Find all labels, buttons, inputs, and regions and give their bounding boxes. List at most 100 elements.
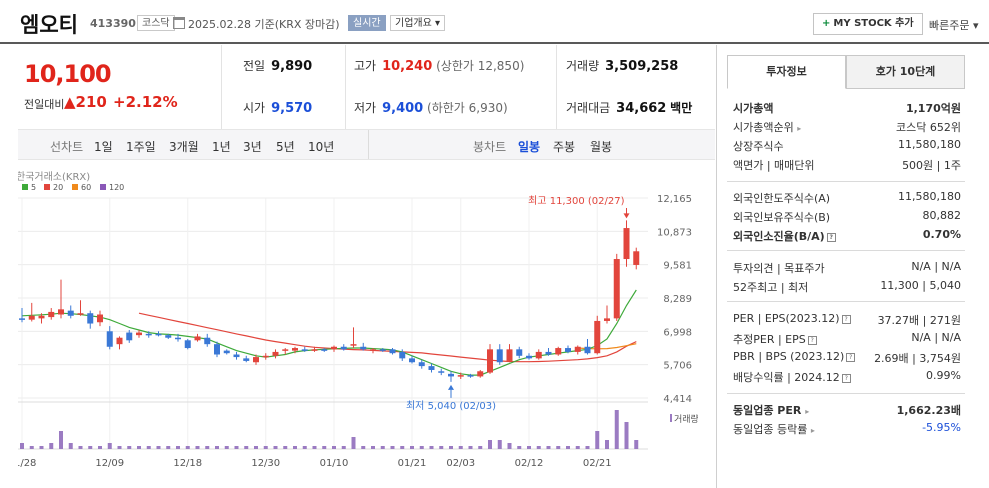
- volume-bar: [29, 446, 34, 449]
- candle-body: [409, 358, 415, 363]
- candle-body: [165, 335, 172, 338]
- volume-bar: [195, 446, 200, 449]
- candle-body: [38, 315, 45, 319]
- volume-bar: [59, 431, 63, 449]
- legend-label: 5: [31, 183, 36, 192]
- add-mystock-button[interactable]: + MY STOCK 추가: [813, 13, 923, 35]
- quick-order-button[interactable]: 빠른주문 ▾: [929, 19, 979, 32]
- legend-label: 120: [109, 183, 124, 192]
- help-icon[interactable]: ?: [841, 374, 851, 383]
- current-price-box: 10,100 전일대비 ▲210 +2.12%: [0, 45, 222, 129]
- help-icon[interactable]: ?: [846, 353, 856, 362]
- help-icon[interactable]: ?: [841, 315, 851, 324]
- volume-bar: [527, 446, 531, 449]
- divider: [727, 393, 965, 394]
- candle-body: [565, 348, 571, 352]
- volume-bar: [429, 446, 434, 449]
- candle-body: [233, 354, 240, 358]
- candle-body: [97, 314, 103, 323]
- market-badge: 코스닥: [137, 15, 175, 31]
- period-1d[interactable]: 1일: [94, 140, 113, 154]
- row-opinion: 투자의견 | 목표주가 N/A | N/A: [733, 260, 961, 275]
- candle-daily[interactable]: 일봉: [518, 140, 541, 154]
- candle-monthly[interactable]: 월봉: [590, 140, 613, 154]
- candle-body: [399, 351, 406, 359]
- candle-body: [389, 349, 396, 354]
- change-value: ▲210: [64, 93, 107, 111]
- candle-body: [301, 349, 308, 351]
- volume-bar: [185, 446, 190, 449]
- divider: [345, 45, 346, 129]
- low-arrow-head: [448, 384, 454, 390]
- help-icon[interactable]: ?: [826, 233, 836, 242]
- tab-invest-info[interactable]: 투자정보: [727, 55, 846, 89]
- row-market-cap-rank[interactable]: 시가총액순위 ▸ 코스닥 652위: [733, 121, 961, 134]
- x-tick-label: 02/03: [446, 458, 475, 469]
- row-par-value: 액면가 | 매매단위 500원 | 1주: [733, 159, 961, 172]
- volume-bar: [371, 446, 375, 449]
- candle-body: [116, 337, 123, 345]
- candle-body: [184, 340, 191, 349]
- candle-body: [526, 355, 532, 359]
- volume-bar: [293, 446, 297, 449]
- line-chart-label: 선차트: [50, 140, 84, 154]
- candle-body: [535, 351, 542, 359]
- candle-body: [204, 337, 211, 345]
- period-5y[interactable]: 5년: [276, 140, 295, 154]
- info-tabs: 투자정보 호가 10단계: [727, 55, 965, 89]
- candle-body: [350, 344, 357, 346]
- tab-hoga[interactable]: 호가 10단계: [846, 55, 965, 89]
- candle-body: [145, 333, 152, 336]
- volume-bar: [410, 446, 414, 449]
- volume-bar: [205, 446, 210, 449]
- volume-bar: [39, 446, 44, 449]
- candle-body: [194, 336, 201, 341]
- volume-bar: [254, 446, 258, 449]
- period-3m[interactable]: 3개월: [169, 140, 199, 154]
- candle-body: [418, 362, 425, 367]
- x-tick-label: 01/10: [320, 458, 349, 469]
- period-3y[interactable]: 3년: [243, 140, 262, 154]
- candle-body: [584, 346, 591, 354]
- volume-bar: [88, 446, 93, 449]
- candle-body: [496, 349, 503, 363]
- candle-weekly[interactable]: 주봉: [553, 140, 576, 154]
- volume-bar: [273, 446, 278, 449]
- realtime-badge[interactable]: 실시간: [348, 15, 386, 31]
- valuation-section: PER | EPS(2023.12)? 37.27배 | 271원 추정PER |…: [733, 310, 961, 386]
- help-icon[interactable]: ?: [807, 336, 817, 345]
- current-price: 10,100: [24, 60, 112, 88]
- row-industry-rate[interactable]: 동일업종 등락률 ▸ -5.95%: [733, 421, 961, 436]
- volume-bar: [575, 446, 580, 449]
- x-tick-label: 11/28: [18, 458, 36, 469]
- x-tick-label: 12/09: [95, 458, 124, 469]
- legend-swatch: [100, 184, 106, 190]
- stat-trade-amount: 거래대금 34,662 백만: [566, 101, 693, 116]
- divider: [727, 250, 965, 251]
- candle-body: [360, 346, 367, 350]
- legend-swatch: [72, 184, 78, 190]
- volume-bar: [20, 443, 24, 449]
- period-1y[interactable]: 1년: [212, 140, 231, 154]
- volume-bar: [234, 446, 239, 449]
- stock-name: 엠오티: [20, 13, 78, 37]
- y-tick-label: 9,581: [663, 261, 692, 272]
- volume-bar: [332, 446, 336, 449]
- period-10y[interactable]: 10년: [308, 140, 335, 154]
- legend-swatch: [44, 184, 50, 190]
- divider: [727, 301, 965, 302]
- row-foreign-hold: 외국인보유주식수(B) 80,882: [733, 209, 961, 224]
- volume-bar: [146, 446, 151, 449]
- divider: [368, 130, 369, 159]
- volume-bar: [624, 422, 629, 449]
- legend-swatch: [22, 184, 28, 190]
- company-overview-dropdown[interactable]: 기업개요 ▾: [390, 15, 445, 31]
- price-chart[interactable]: 한국거래소(KRX)5 20 60 120 12,165 10,873 9,581 8,289…: [18, 166, 698, 486]
- stock-code: 413390: [90, 17, 136, 30]
- candle-body: [613, 259, 620, 319]
- row-industry-per[interactable]: 동일업종 PER ▸ 1,662.23배: [733, 404, 961, 417]
- candle-body: [223, 350, 230, 354]
- period-1w[interactable]: 1주일: [126, 140, 156, 154]
- volume-bar: [78, 446, 83, 449]
- stock-header: 엠오티 413390 코스닥 2025.02.28 기준(KRX 장마감) 실시…: [0, 0, 989, 44]
